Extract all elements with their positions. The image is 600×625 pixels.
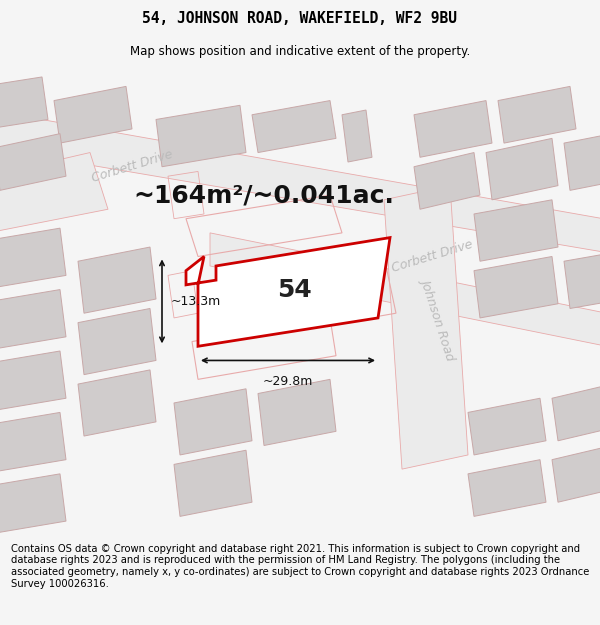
Text: 54, JOHNSON ROAD, WAKEFIELD, WF2 9BU: 54, JOHNSON ROAD, WAKEFIELD, WF2 9BU [143, 11, 458, 26]
Polygon shape [258, 379, 336, 446]
Text: ~164m²/~0.041ac.: ~164m²/~0.041ac. [134, 183, 394, 207]
Polygon shape [474, 256, 558, 318]
Text: Corbett Drive: Corbett Drive [90, 148, 174, 185]
Text: 54: 54 [277, 278, 311, 302]
Polygon shape [54, 86, 132, 143]
Polygon shape [468, 398, 546, 455]
Text: ~29.8m: ~29.8m [263, 374, 313, 388]
Polygon shape [0, 228, 66, 289]
Polygon shape [0, 77, 48, 129]
Polygon shape [552, 446, 600, 503]
Polygon shape [0, 474, 66, 535]
Polygon shape [252, 101, 336, 152]
Polygon shape [0, 412, 66, 474]
Polygon shape [186, 238, 390, 346]
Polygon shape [474, 200, 558, 261]
Polygon shape [564, 252, 600, 309]
Polygon shape [552, 384, 600, 441]
Polygon shape [384, 186, 468, 469]
Polygon shape [486, 138, 558, 200]
Polygon shape [414, 101, 492, 158]
Text: Johnson Road: Johnson Road [419, 276, 457, 360]
Polygon shape [468, 459, 546, 516]
Polygon shape [78, 309, 156, 374]
Polygon shape [78, 370, 156, 436]
Polygon shape [498, 86, 576, 143]
Polygon shape [174, 389, 252, 455]
Text: Corbett Drive: Corbett Drive [390, 238, 474, 275]
Text: Contains OS data © Crown copyright and database right 2021. This information is : Contains OS data © Crown copyright and d… [11, 544, 589, 589]
Polygon shape [0, 289, 66, 351]
Polygon shape [174, 450, 252, 516]
Polygon shape [78, 247, 156, 313]
Polygon shape [564, 134, 600, 191]
Polygon shape [414, 152, 480, 209]
Polygon shape [210, 233, 600, 351]
Text: Map shows position and indicative extent of the property.: Map shows position and indicative extent… [130, 45, 470, 58]
Polygon shape [156, 105, 246, 167]
Text: ~13.3m: ~13.3m [171, 295, 221, 308]
Polygon shape [0, 152, 108, 233]
Polygon shape [0, 110, 600, 256]
Polygon shape [0, 134, 66, 191]
Polygon shape [0, 351, 66, 413]
Polygon shape [342, 110, 372, 162]
